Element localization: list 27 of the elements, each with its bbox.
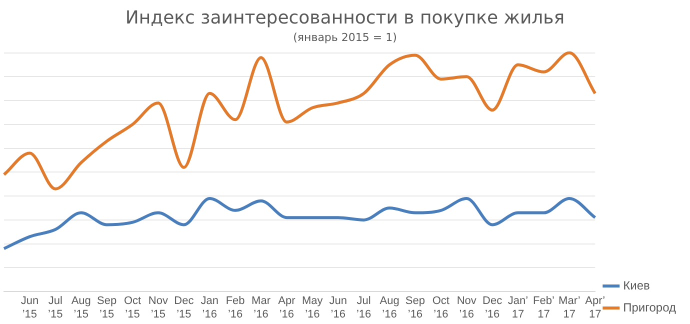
x-tick-label: Jan’ 17 — [508, 295, 528, 320]
legend-label: Пригород — [623, 300, 676, 314]
x-tick-label: Oct ’16 — [432, 295, 450, 320]
x-tick-label: Apr’ 17 — [585, 295, 606, 320]
x-tick-label: Sep ’16 — [405, 295, 426, 320]
x-tick-label: Feb’ 17 — [533, 295, 554, 320]
legend-label: Киев — [623, 278, 650, 292]
chart-subtitle: (январь 2015 = 1) — [293, 31, 397, 44]
x-tick-label: Jul ’16 — [356, 295, 372, 320]
x-tick-label: Aug ’15 — [71, 295, 91, 320]
x-tick-label: Apr ’16 — [278, 295, 296, 320]
x-tick-label: Jul ’15 — [48, 295, 63, 320]
x-tick-label: Dec ’15 — [174, 295, 194, 320]
x-tick-label: Nov ’16 — [456, 295, 477, 320]
x-tick-label: Sep ’15 — [97, 295, 117, 320]
x-tick-label: Jun ’15 — [20, 295, 39, 320]
x-tick-label: Oct ’15 — [124, 295, 142, 320]
x-tick-label: Mar ’16 — [252, 295, 271, 320]
x-tick-label: Jun ’16 — [329, 295, 347, 320]
x-tick-label: Nov ’15 — [148, 295, 168, 320]
chart-title: Индекс заинтересованности в покупке жилья — [125, 7, 565, 28]
x-tick-label: Aug ’16 — [380, 295, 400, 320]
x-tick-label: Jan ’16 — [200, 295, 218, 320]
x-tick-label: Mar’ 17 — [558, 295, 580, 320]
x-tick-label: Feb ’16 — [226, 295, 245, 320]
x-tick-label: May ’16 — [302, 295, 324, 320]
x-tick-label: Dec ’16 — [482, 295, 503, 320]
